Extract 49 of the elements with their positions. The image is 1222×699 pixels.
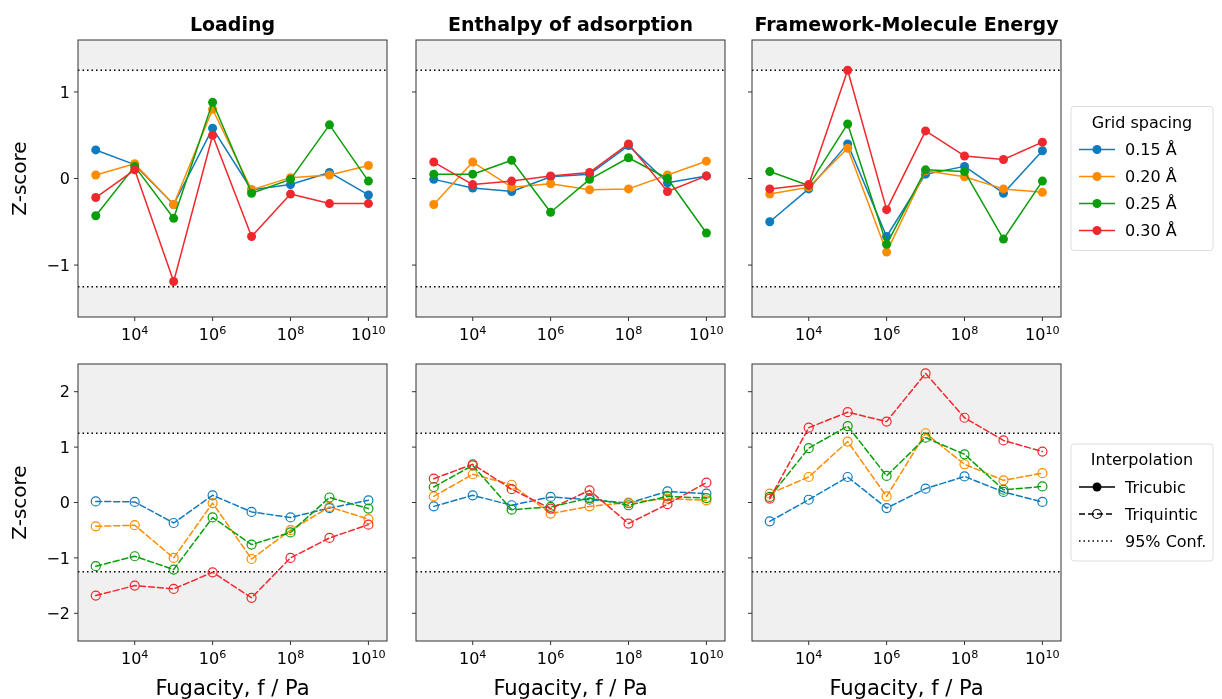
legend-label: Triquintic (1124, 504, 1198, 524)
x-tick-label: 10$^{6}$ (872, 647, 901, 668)
x-tick-label: 10$^{10}$ (1025, 323, 1060, 344)
legend-label: Tricubic (1124, 477, 1186, 497)
x-axis-title: Fugacity, f / Pa (829, 676, 984, 699)
x-tick-label: 10$^{4}$ (120, 647, 149, 668)
x-tick-label: 10$^{8}$ (614, 323, 643, 344)
x-tick-label: 10$^{10}$ (689, 323, 724, 344)
legend-label: 0.20 Å (1125, 167, 1177, 187)
x-tick-label: 10$^{6}$ (198, 647, 227, 668)
y-tick-label: −2 (46, 603, 70, 623)
chart-title: Loading (189, 13, 276, 35)
x-tick-label: 10$^{6}$ (872, 323, 901, 344)
y-tick-label: 1 (59, 82, 70, 102)
legend-label: 95% Conf. (1125, 531, 1207, 551)
legend-label: 0.30 Å (1125, 221, 1177, 241)
x-tick-label: 10$^{8}$ (276, 647, 305, 668)
legend-title: Interpolation (1090, 450, 1194, 469)
y-tick-label: 0 (59, 493, 70, 513)
x-tick-label: 10$^{6}$ (198, 323, 227, 344)
y-tick-label: 2 (59, 382, 70, 402)
chart-title: Framework-Molecule Energy (754, 13, 1060, 35)
x-tick-label: 10$^{6}$ (536, 323, 565, 344)
x-axis-title: Fugacity, f / Pa (155, 676, 310, 699)
x-tick-label: 10$^{8}$ (614, 647, 643, 668)
x-tick-label: 10$^{8}$ (276, 323, 305, 344)
x-tick-label: 10$^{10}$ (689, 647, 724, 668)
legend-label: 0.15 Å (1125, 140, 1177, 160)
x-tick-label: 10$^{4}$ (458, 647, 487, 668)
x-tick-label: 10$^{4}$ (120, 323, 149, 344)
x-tick-label: 10$^{4}$ (458, 323, 487, 344)
y-axis-title: Z-score (7, 141, 31, 216)
x-tick-label: 10$^{8}$ (950, 647, 979, 668)
x-tick-label: 10$^{10}$ (1025, 647, 1060, 668)
legend-label: 0.25 Å (1125, 194, 1177, 214)
x-tick-label: 10$^{6}$ (536, 647, 565, 668)
x-tick-label: 10$^{8}$ (950, 323, 979, 344)
y-tick-label: −1 (46, 255, 70, 275)
y-tick-label: 0 (59, 169, 70, 189)
x-tick-label: 10$^{4}$ (794, 647, 823, 668)
y-axis-title: Z-score (7, 465, 31, 540)
x-tick-label: 10$^{4}$ (794, 323, 823, 344)
x-tick-label: 10$^{10}$ (351, 323, 386, 344)
y-tick-label: −1 (46, 548, 70, 568)
x-tick-label: 10$^{10}$ (351, 647, 386, 668)
chart-title: Enthalpy of adsorption (448, 13, 693, 35)
y-tick-label: 1 (59, 437, 70, 457)
x-axis-title: Fugacity, f / Pa (493, 676, 648, 699)
legend-title: Grid spacing (1091, 112, 1193, 132)
